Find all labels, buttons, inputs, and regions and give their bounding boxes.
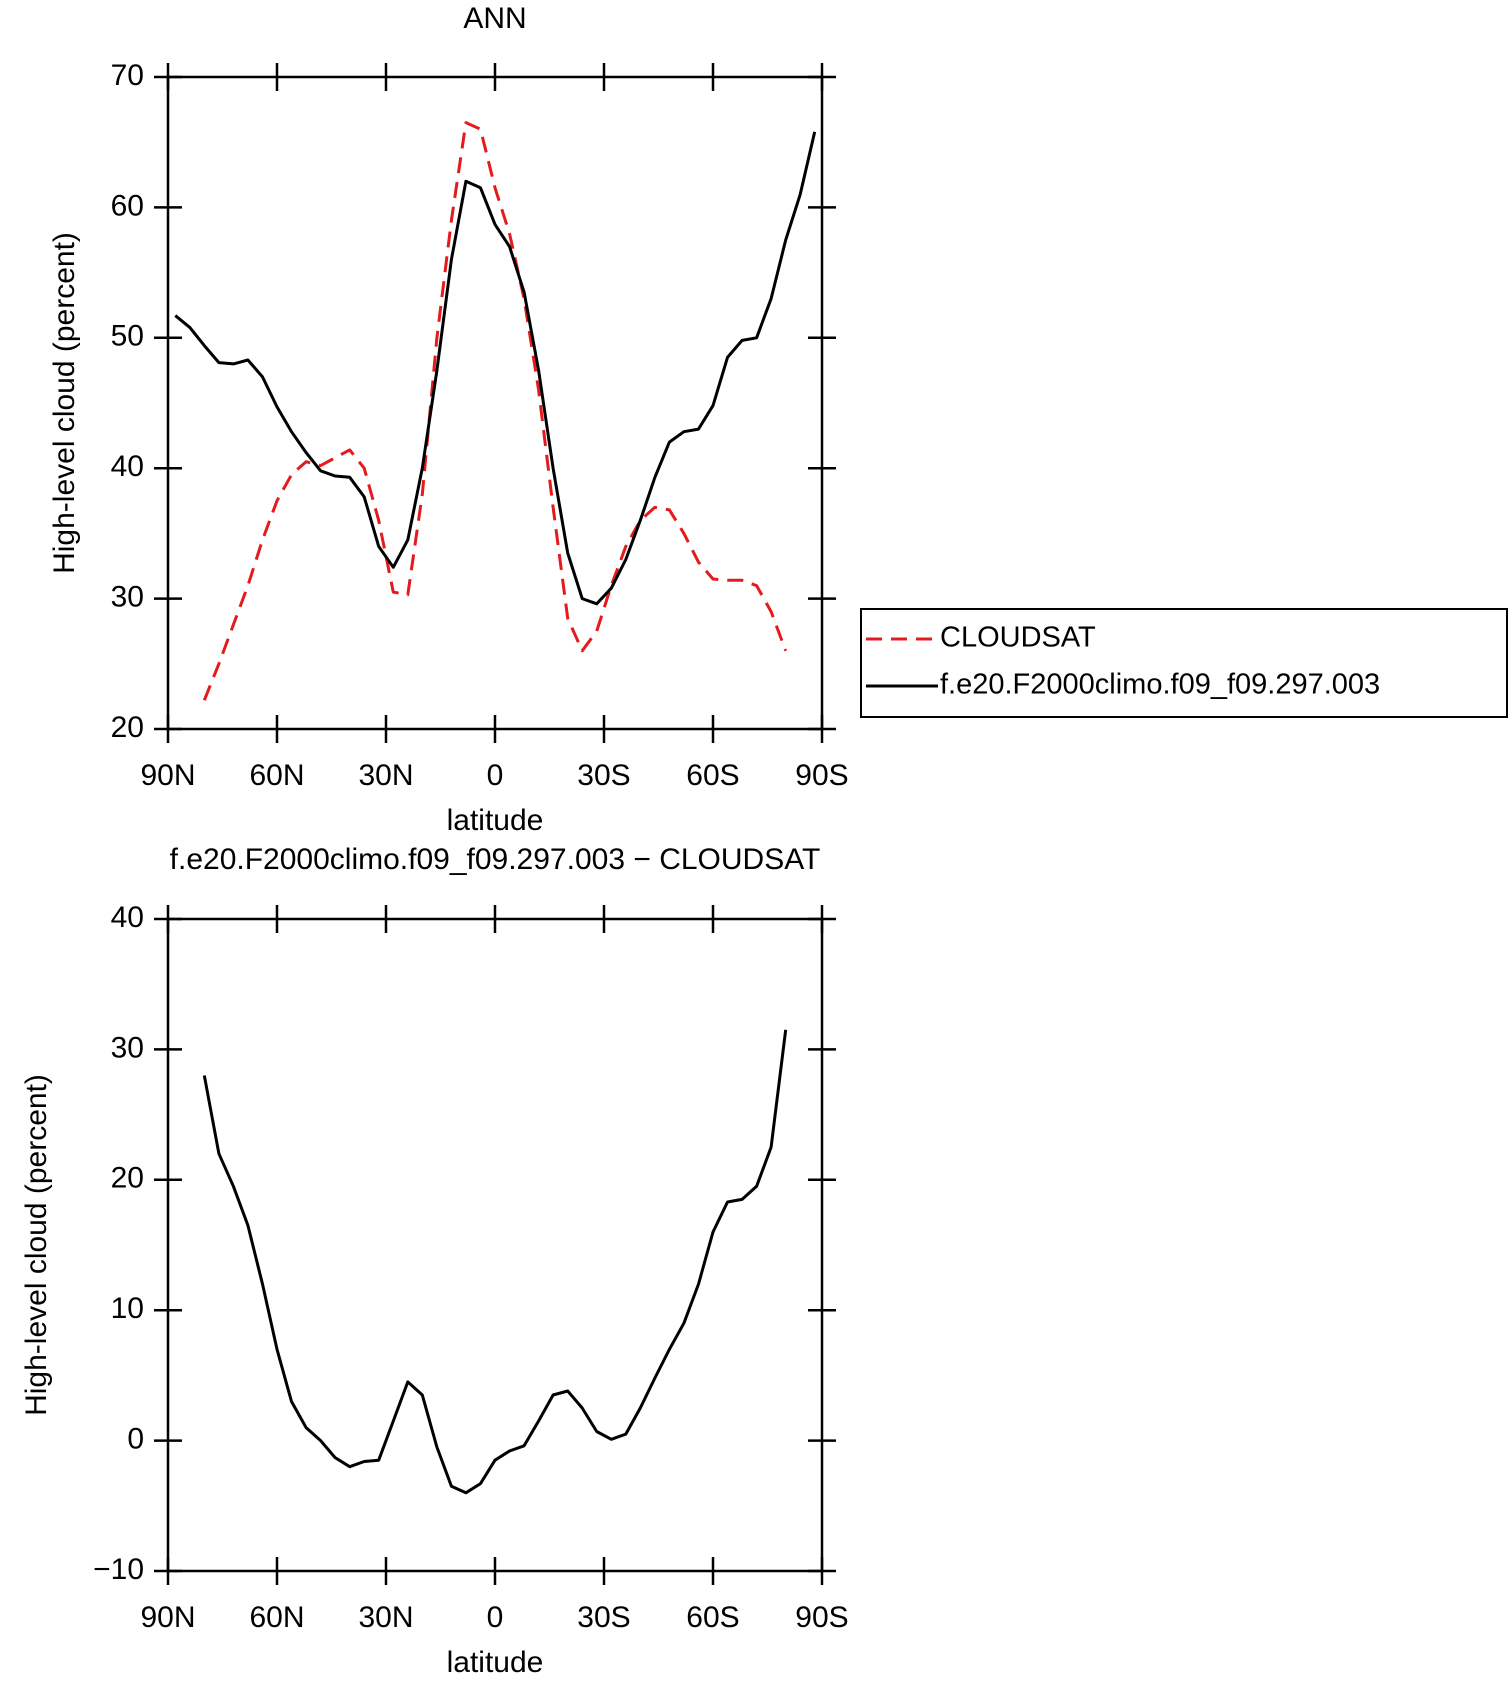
- chart-title: f.e20.F2000climo.f09_f09.297.003 − CLOUD…: [170, 843, 821, 876]
- x-axis-label: latitude: [447, 1646, 544, 1679]
- legend-label: f.e20.F2000climo.f09_f09.297.003: [940, 669, 1380, 701]
- series-line: [202, 121, 788, 701]
- plot-frame: [166, 75, 824, 731]
- y-tick-label: 10: [111, 1292, 144, 1325]
- x-axis-label: latitude: [447, 804, 544, 837]
- x-tick-label: 60S: [686, 759, 739, 792]
- y-tick-label: 40: [111, 450, 144, 483]
- plot-frame: [166, 917, 824, 1573]
- x-tick-label: 30S: [577, 1601, 630, 1634]
- x-tick-label: 30N: [358, 759, 413, 792]
- x-tick-label: 60N: [249, 759, 304, 792]
- legend: CLOUDSAT f.e20.F2000climo.f09_f09.297.003: [860, 608, 1508, 718]
- x-tick-label: 90S: [795, 1601, 848, 1634]
- series-line: [174, 131, 817, 606]
- y-tick-label: 0: [127, 1423, 144, 1456]
- x-tick-label: 60S: [686, 1601, 739, 1634]
- y-tick-label: 40: [111, 901, 144, 934]
- chart-title: ANN: [463, 2, 526, 35]
- y-tick-label: 50: [111, 320, 144, 353]
- legend-label: CLOUDSAT: [940, 622, 1096, 654]
- x-tick-label: 90N: [140, 1601, 195, 1634]
- x-tick-label: 90S: [795, 759, 848, 792]
- x-tick-label: 30N: [358, 1601, 413, 1634]
- y-tick-label: 70: [111, 59, 144, 92]
- y-tick-label: 20: [111, 1162, 144, 1195]
- y-tick-label: 30: [111, 581, 144, 614]
- y-tick-label: 20: [111, 711, 144, 744]
- y-tick-label: 30: [111, 1031, 144, 1064]
- legend-box: [860, 608, 1508, 718]
- x-tick-label: 0: [487, 759, 504, 792]
- y-tick-label: −10: [93, 1553, 144, 1586]
- series-line: [202, 1029, 788, 1495]
- panel: ANN latitude High-level cloud (percent) 20 3…: [48, 2, 1508, 837]
- x-tick-label: 30S: [577, 759, 630, 792]
- panel: f.e20.F2000climo.f09_f09.297.003 − CLOUD…: [20, 843, 849, 1679]
- x-tick-label: 0: [487, 1601, 504, 1634]
- y-axis-label: High-level cloud (percent): [48, 232, 81, 574]
- y-axis-label: High-level cloud (percent): [20, 1074, 53, 1416]
- x-tick-label: 60N: [249, 1601, 304, 1634]
- y-tick-label: 60: [111, 189, 144, 222]
- x-tick-label: 90N: [140, 759, 195, 792]
